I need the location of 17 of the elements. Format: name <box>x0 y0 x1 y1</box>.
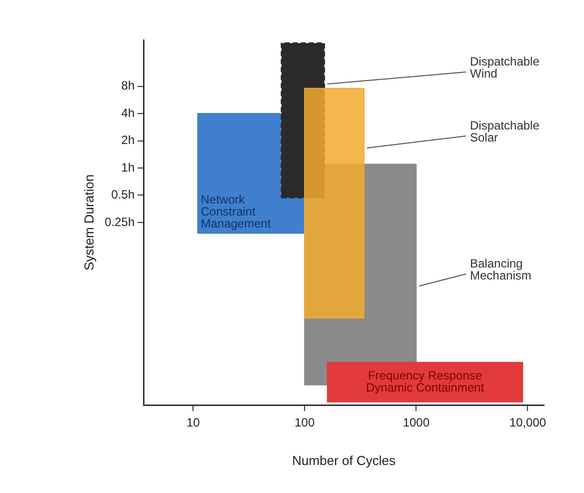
x-tick-label: 100 <box>294 415 315 430</box>
y-tick-label: 4h <box>121 106 135 120</box>
y-tick-label: 0.5h <box>111 188 135 202</box>
x-axis-title: Number of Cycles <box>292 452 396 468</box>
y-axis-title: System Duration <box>81 174 96 271</box>
x-tick-label: 10,000 <box>509 415 546 430</box>
x-tick-label: 1000 <box>402 415 430 430</box>
series-label: Network Constraint Management <box>200 192 272 231</box>
x-tick-label: 10 <box>186 415 200 430</box>
y-tick-label: 2h <box>121 133 135 148</box>
text: Balancing Mechanism <box>470 256 532 282</box>
text: Dispatchable Solar <box>470 118 540 144</box>
y-tick-label: 1h <box>121 160 135 174</box>
y-tick-label: 8h <box>121 78 135 93</box>
text: Dispatchable Wind <box>470 54 540 80</box>
y-tick-label: 0.25h <box>104 214 135 229</box>
series-label: Frequency Response Dynamic Containment <box>366 368 485 394</box>
